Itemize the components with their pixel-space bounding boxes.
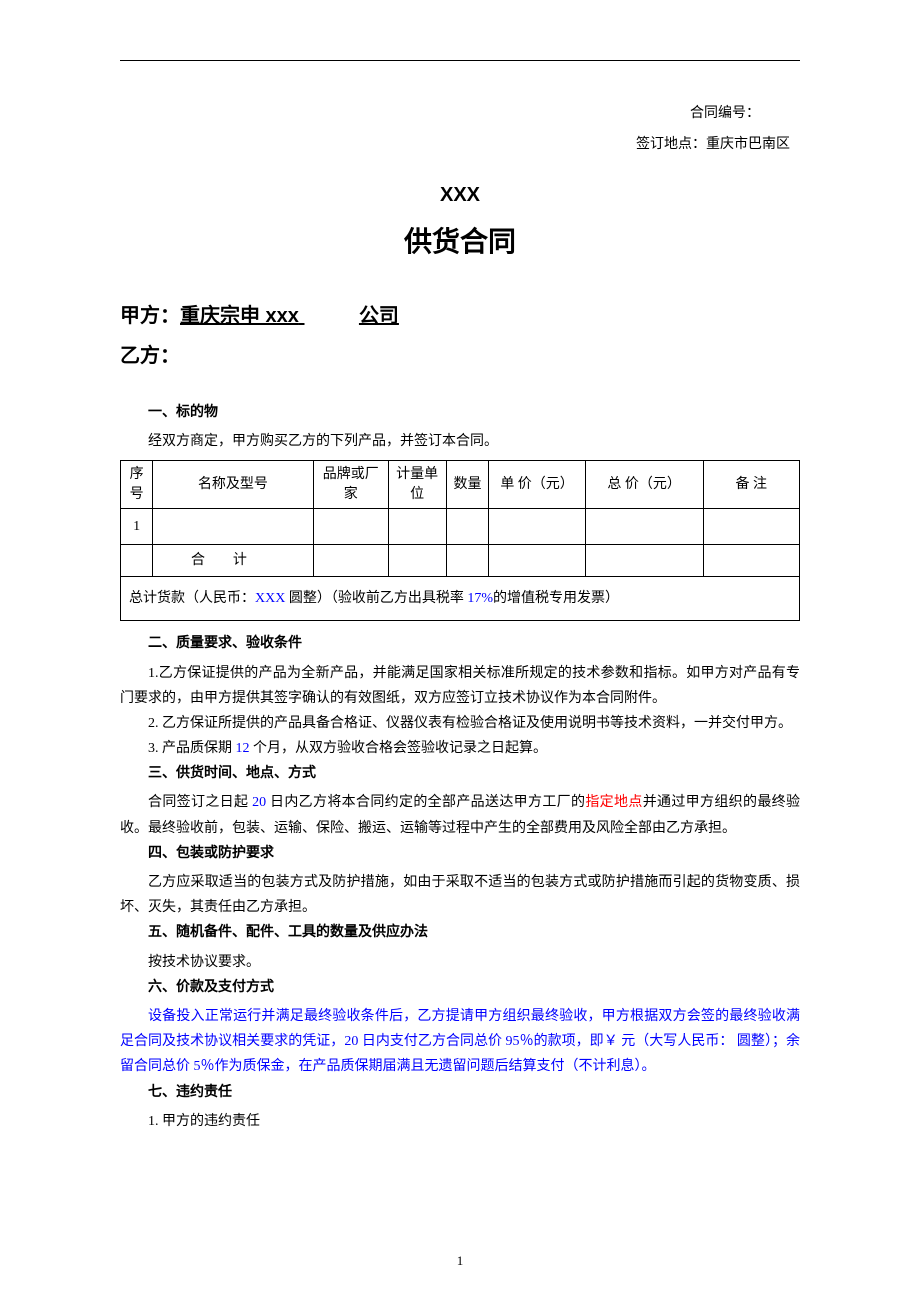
- section-3-p1: 合同签订之日起 20 日内乙方将本合同约定的全部产品送达甲方工厂的指定地点并通过…: [120, 790, 800, 840]
- section-3-p1-b: 日内乙方将本合同约定的全部产品送达甲方工厂的: [266, 795, 585, 810]
- party-jia-name: 重庆宗申 xxx: [180, 305, 299, 327]
- section-2-p1: 1.乙方保证提供的产品为全新产品，并能满足国家相关标准所规定的技术参数和指标。如…: [120, 661, 800, 711]
- table-footer-cell: 总计货款（人民币：XXX 圆整）（验收前乙方出具税率 17%的增值税专用发票）: [121, 577, 800, 621]
- section-3-p1-a: 合同签订之日起: [148, 795, 252, 810]
- party-yi-label: 乙方：: [120, 345, 180, 367]
- section-6-p1: 设备投入正常运行并满足最终验收条件后，乙方提请甲方组织最终验收，甲方根据双方会签…: [120, 1004, 800, 1080]
- th-remark: 备 注: [703, 461, 799, 509]
- cell-total-1: [585, 509, 703, 545]
- top-horizontal-rule: [120, 60, 800, 61]
- table-header-row: 序号 名称及型号 品牌或厂家 计量单位 数量 单 价（元） 总 价（元） 备 注: [121, 461, 800, 509]
- title-block: XXX 供货合同: [120, 177, 800, 267]
- th-name: 名称及型号: [153, 461, 314, 509]
- section-2-heading: 二、质量要求、验收条件: [120, 631, 800, 656]
- title-line-2: 供货合同: [120, 217, 800, 267]
- section-4-p1: 乙方应采取适当的包装方式及防护措施，如由于采取不适当的包装方式或防护措施而引起的…: [120, 870, 800, 920]
- title-line-1: XXX: [120, 177, 800, 213]
- th-qty: 数量: [446, 461, 489, 509]
- cell-total-label: 合计: [153, 545, 314, 577]
- cell-brand-1: [313, 509, 388, 545]
- section-2-p2: 2. 乙方保证所提供的产品具备合格证、仪器仪表有检验合格证及使用说明书等技术资料…: [120, 711, 800, 736]
- cell-total-remark: [703, 545, 799, 577]
- table-footer-rate: 17%: [467, 591, 493, 606]
- products-table: 序号 名称及型号 品牌或厂家 计量单位 数量 单 价（元） 总 价（元） 备 注…: [120, 460, 800, 621]
- section-1-heading: 一、标的物: [120, 400, 800, 425]
- section-2-p3-a: 3. 产品质保期: [148, 741, 236, 756]
- th-seq: 序号: [121, 461, 153, 509]
- party-yi: 乙方：: [120, 338, 800, 374]
- table-footer-xxx: XXX: [255, 591, 285, 606]
- section-5-heading: 五、随机备件、配件、工具的数量及供应办法: [120, 920, 800, 945]
- cell-total-unit: [388, 545, 446, 577]
- th-price: 单 价（元）: [489, 461, 585, 509]
- th-brand: 品牌或厂家: [313, 461, 388, 509]
- section-7-heading: 七、违约责任: [120, 1080, 800, 1105]
- table-footer-row: 总计货款（人民币：XXX 圆整）（验收前乙方出具税率 17%的增值税专用发票）: [121, 577, 800, 621]
- cell-seq-1: 1: [121, 509, 153, 545]
- table-footer-suffix: 的增值税专用发票）: [493, 591, 619, 606]
- section-1-intro: 经双方商定，甲方购买乙方的下列产品，并签订本合同。: [120, 429, 800, 454]
- section-3-heading: 三、供货时间、地点、方式: [120, 761, 800, 786]
- cell-total-brand: [313, 545, 388, 577]
- cell-total-qty: [446, 545, 489, 577]
- cell-total-total: [585, 545, 703, 577]
- section-4-heading: 四、包装或防护要求: [120, 841, 800, 866]
- table-row: 1: [121, 509, 800, 545]
- sign-location-label: 签订地点：重庆市巴南区: [120, 132, 800, 157]
- section-6-heading: 六、价款及支付方式: [120, 975, 800, 1000]
- th-unit: 计量单位: [388, 461, 446, 509]
- th-total: 总 价（元）: [585, 461, 703, 509]
- party-jia: 甲方：重庆宗申 xxx 公司: [120, 298, 800, 334]
- party-jia-suffix: 公司: [359, 305, 399, 327]
- cell-total-price: [489, 545, 585, 577]
- section-2-p3-b: 个月，从双方验收合格会签验收记录之日起算。: [250, 741, 548, 756]
- cell-price-1: [489, 509, 585, 545]
- section-7-p1: 1. 甲方的违约责任: [120, 1109, 800, 1134]
- cell-name-1: [153, 509, 314, 545]
- section-3-p1-loc: 指定地点: [585, 795, 642, 810]
- table-total-row: 合计: [121, 545, 800, 577]
- party-jia-label: 甲方：: [120, 305, 180, 327]
- section-2-p3: 3. 产品质保期 12 个月，从双方验收合格会签验收记录之日起算。: [120, 736, 800, 761]
- cell-qty-1: [446, 509, 489, 545]
- section-5-p1: 按技术协议要求。: [120, 950, 800, 975]
- table-footer-prefix: 总计货款（人民币：: [129, 591, 255, 606]
- contract-number-label: 合同编号：: [120, 101, 800, 126]
- cell-remark-1: [703, 509, 799, 545]
- page-number: 1: [457, 1249, 464, 1272]
- cell-total-seq: [121, 545, 153, 577]
- table-footer-mid: 圆整）（验收前乙方出具税率: [285, 591, 467, 606]
- cell-unit-1: [388, 509, 446, 545]
- section-3-p1-days: 20: [252, 795, 266, 810]
- section-2-p3-months: 12: [236, 741, 250, 756]
